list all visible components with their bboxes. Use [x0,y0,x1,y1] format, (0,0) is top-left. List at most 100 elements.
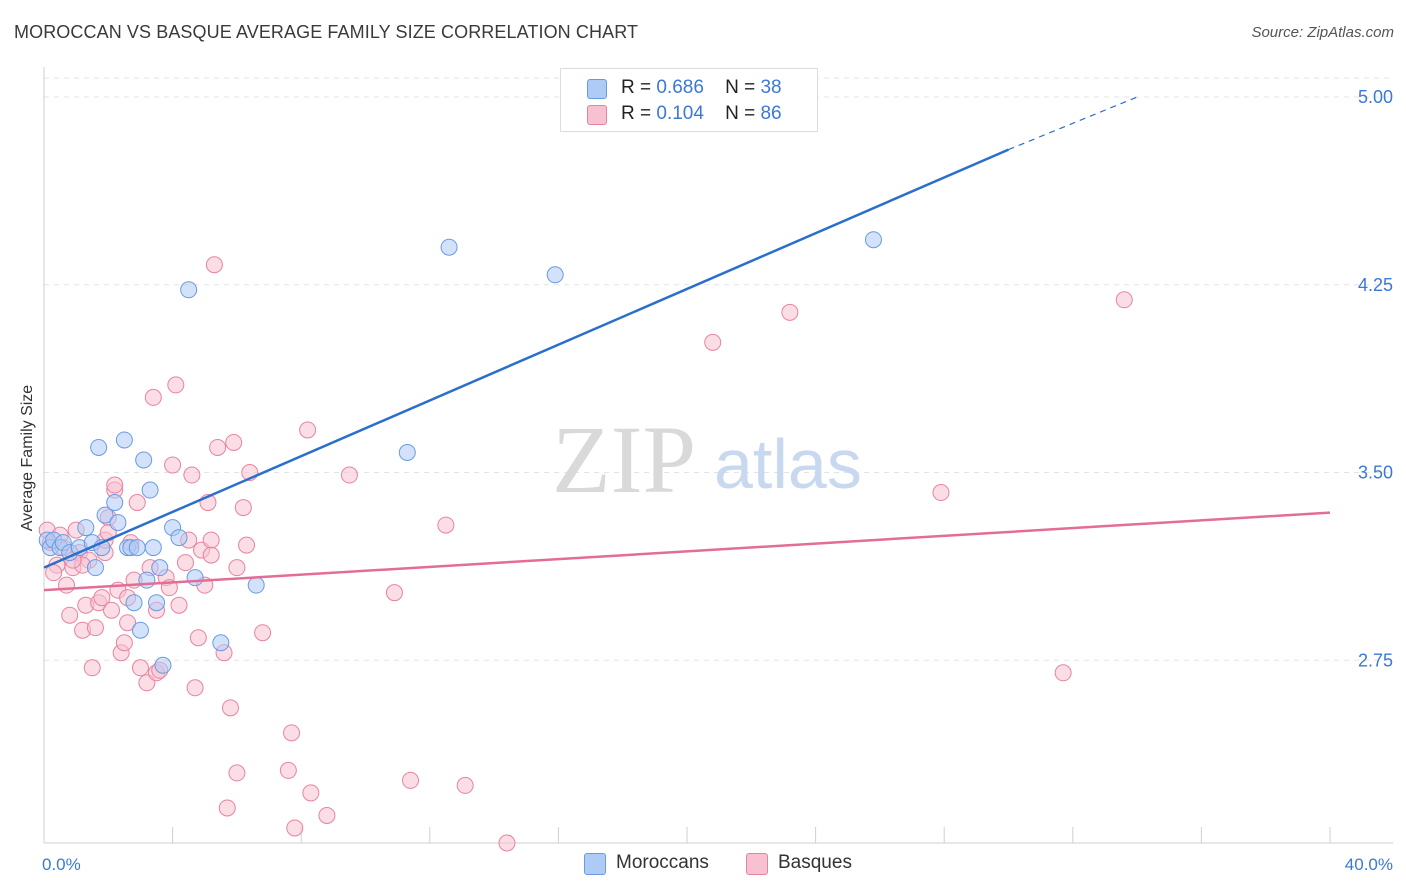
basque-point [205,256,223,274]
legend-swatch-basques [746,853,768,875]
moroccan-point [109,514,127,532]
basque-point [186,679,204,697]
basque-point [385,584,403,602]
basque-point [218,799,236,817]
y-tick-labels: 2.75 3.50 4.25 5.00 [1358,87,1393,670]
basque-point [202,531,220,549]
basque-point [781,303,799,321]
grid-lines [44,77,1393,661]
basque-point [83,659,101,677]
basque-point [183,466,201,484]
basque-point [202,546,220,564]
basque-point [170,596,188,614]
n-value: 38 [760,77,782,98]
y-tick-label: 2.75 [1358,650,1393,670]
moroccan-point [864,231,882,249]
moroccan-point [131,621,149,639]
legend-label-basques: Basques [778,852,852,873]
basque-point [93,589,111,607]
watermark-atlas: atlas [714,425,862,503]
basque-point [302,784,320,802]
r-label: R = [621,103,652,124]
basque-point [167,376,185,394]
x-ticks [172,827,1331,843]
basque-point [58,576,76,594]
stats-legend: R = 0.686 N = 38 R = 0.104 N = 86 [560,68,818,132]
moroccan-point [186,569,204,587]
moroccan-point [170,529,188,547]
basque-point [106,476,124,494]
moroccan-point [148,594,166,612]
legend-swatch-moroccans [584,853,606,875]
moroccan-point [247,576,265,594]
moroccan-point [128,539,146,557]
basque-point [283,724,301,742]
moroccan-point [90,438,108,456]
moroccan-point [77,519,95,537]
basque-points [38,256,1133,852]
r-value: 0.686 [656,77,704,98]
basque-point [164,456,182,474]
moroccan-point [106,494,124,512]
moroccan-point [180,281,198,299]
x-tick-label-max: 40.0% [1345,855,1393,874]
moroccan-point [398,443,416,461]
basque-point [176,554,194,572]
r-value: 0.104 [656,103,704,124]
basque-point [318,806,336,824]
basque-point [221,699,239,717]
watermark: ZIP atlas [552,406,862,513]
basque-point [704,333,722,351]
basque-point [340,466,358,484]
basque-point [254,624,272,642]
basque-point [234,499,252,517]
basque-point [1054,664,1072,682]
moroccan-point [86,559,104,577]
basque-point [144,388,162,406]
legend-swatch-basques [587,105,607,125]
basque-point [286,819,304,837]
basque-point [228,764,246,782]
moroccan-trend-line [43,148,1009,569]
moroccan-trend-extension [1008,96,1138,151]
n-value: 86 [760,103,782,124]
trend-lines [43,96,1331,592]
basque-point [238,536,256,554]
basque-point [228,559,246,577]
axes [43,67,1393,844]
basque-point [299,421,317,439]
legend-swatch-moroccans [587,79,607,99]
basque-point [115,634,133,652]
moroccan-point [212,634,230,652]
basque-point [103,601,121,619]
basque-point [225,433,243,451]
basque-point [402,771,420,789]
source-label: Source: ZipAtlas.com [1251,24,1394,41]
basque-point [456,776,474,794]
moroccan-point [546,266,564,284]
moroccan-point [135,451,153,469]
moroccan-point [115,431,133,449]
basque-trend-line [43,511,1331,592]
r-label: R = [621,77,652,98]
moroccan-point [440,238,458,256]
basque-point [189,629,207,647]
basque-point [61,606,79,624]
moroccan-point [138,571,156,589]
moroccan-point [151,559,169,577]
moroccan-point [144,539,162,557]
basque-point [128,494,146,512]
basque-point [932,484,950,502]
moroccan-point [96,506,114,524]
y-tick-label: 4.25 [1358,275,1393,295]
moroccan-point [125,594,143,612]
moroccan-point [154,656,172,674]
basque-point [86,619,104,637]
basque-point [209,438,227,456]
basque-point [437,516,455,534]
basque-point [131,659,149,677]
n-label: N = [725,77,756,98]
legend-label-moroccans: Moroccans [616,852,709,873]
y-tick-label: 5.00 [1358,87,1393,107]
